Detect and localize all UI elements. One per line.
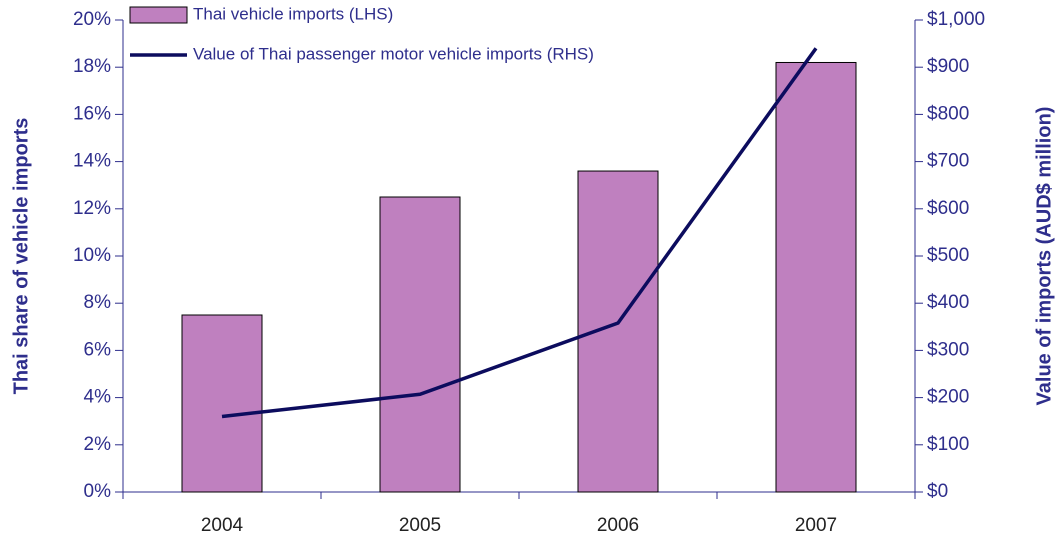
x-tick-label: 2004 (201, 515, 244, 536)
y2-axis-title: Value of imports (AUD$ million) (1033, 107, 1055, 406)
y2-tick-label: $200 (927, 387, 969, 408)
y2-tick-label: $700 (927, 151, 969, 172)
x-tick-label: 2005 (399, 515, 441, 536)
bar (181, 314, 263, 493)
x-tick-label: 2006 (597, 515, 639, 536)
y2-tick-label: $0 (927, 481, 948, 502)
x-tick-label: 2007 (795, 515, 837, 536)
y-tick-label: 2% (84, 434, 112, 455)
y-tick-label: 0% (84, 481, 112, 502)
y-axis-title: Thai share of vehicle imports (10, 118, 32, 395)
y2-tick-label: $400 (927, 292, 969, 313)
legend-swatch (129, 6, 188, 24)
y-tick-label: 14% (73, 151, 111, 172)
y2-tick-label: $500 (927, 245, 969, 266)
y-tick-label: 6% (84, 339, 112, 360)
legend-label: Value of Thai passenger motor vehicle im… (193, 44, 594, 63)
y2-tick-label: $900 (927, 56, 969, 77)
bar (775, 61, 857, 493)
y2-tick-label: $600 (927, 198, 969, 219)
bar (379, 196, 461, 493)
y-tick-label: 8% (84, 292, 112, 313)
line (221, 47, 818, 419)
y-tick-label: 20% (73, 9, 111, 30)
y-tick-label: 18% (73, 56, 111, 77)
y2-tick-label: $1,000 (927, 9, 985, 30)
y-tick-label: 16% (73, 103, 111, 124)
y2-tick-label: $800 (927, 103, 969, 124)
legend-label: Thai vehicle imports (LHS) (193, 4, 393, 23)
y2-tick-label: $100 (927, 434, 969, 455)
y2-tick-label: $300 (927, 339, 969, 360)
y-tick-label: 10% (73, 245, 111, 266)
y-tick-label: 4% (84, 387, 112, 408)
y-tick-label: 12% (73, 198, 111, 219)
